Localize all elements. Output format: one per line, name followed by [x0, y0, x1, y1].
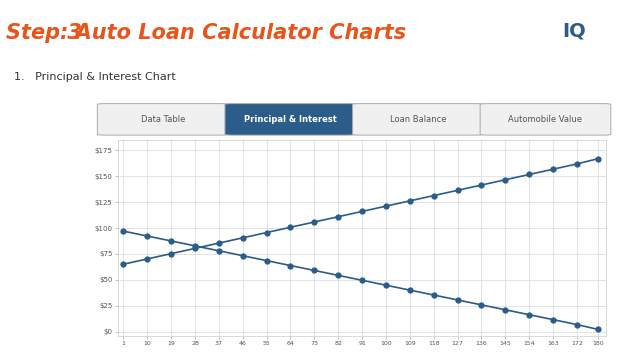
FancyBboxPatch shape	[353, 104, 483, 135]
Text: Principal & Interest: Principal & Interest	[244, 115, 337, 124]
Text: Step 3: Step 3	[6, 23, 82, 43]
Text: Data Table: Data Table	[140, 115, 185, 124]
Text: Loan Balance: Loan Balance	[390, 115, 446, 124]
FancyBboxPatch shape	[480, 104, 611, 135]
FancyBboxPatch shape	[98, 104, 228, 135]
Text: : Auto Loan Calculator Charts: : Auto Loan Calculator Charts	[60, 23, 406, 43]
Text: Automobile Value: Automobile Value	[508, 115, 582, 124]
Text: 1.   Principal & Interest Chart: 1. Principal & Interest Chart	[14, 72, 176, 82]
Text: IQ: IQ	[562, 21, 586, 40]
FancyBboxPatch shape	[225, 104, 355, 135]
